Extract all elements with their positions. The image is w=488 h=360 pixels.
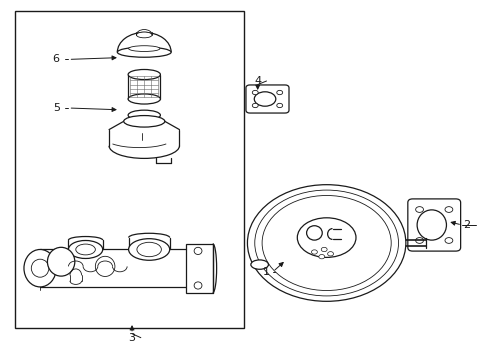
Text: 5: 5 <box>53 103 60 113</box>
Ellipse shape <box>415 238 423 243</box>
Ellipse shape <box>311 250 317 254</box>
Ellipse shape <box>128 110 160 120</box>
Ellipse shape <box>31 259 49 277</box>
Ellipse shape <box>247 185 405 301</box>
Ellipse shape <box>276 90 282 95</box>
Ellipse shape <box>76 244 95 255</box>
FancyBboxPatch shape <box>245 85 288 113</box>
Ellipse shape <box>47 247 75 276</box>
Ellipse shape <box>128 239 169 260</box>
FancyBboxPatch shape <box>407 199 460 251</box>
Text: 4: 4 <box>254 76 261 86</box>
Ellipse shape <box>250 260 268 269</box>
Ellipse shape <box>444 207 452 212</box>
Ellipse shape <box>252 90 258 95</box>
Bar <box>185 244 212 293</box>
Ellipse shape <box>194 247 202 255</box>
Ellipse shape <box>137 242 161 257</box>
Ellipse shape <box>128 94 160 104</box>
Ellipse shape <box>321 247 326 252</box>
Ellipse shape <box>123 116 164 127</box>
Ellipse shape <box>128 69 160 80</box>
Ellipse shape <box>276 103 282 108</box>
Ellipse shape <box>252 103 258 108</box>
Ellipse shape <box>117 47 171 57</box>
Ellipse shape <box>297 218 355 257</box>
Ellipse shape <box>68 240 102 258</box>
Ellipse shape <box>306 226 322 240</box>
Ellipse shape <box>416 210 446 240</box>
Text: 1: 1 <box>263 267 269 277</box>
Ellipse shape <box>318 255 324 259</box>
Bar <box>15 11 244 328</box>
Ellipse shape <box>128 46 160 51</box>
Ellipse shape <box>262 195 390 291</box>
Ellipse shape <box>254 190 398 296</box>
Text: 3: 3 <box>128 333 135 343</box>
Ellipse shape <box>415 207 423 212</box>
Ellipse shape <box>327 252 333 256</box>
Text: 6: 6 <box>53 54 60 64</box>
Ellipse shape <box>136 32 152 38</box>
Ellipse shape <box>254 92 275 106</box>
Ellipse shape <box>95 256 115 276</box>
Text: 2: 2 <box>463 220 469 230</box>
Ellipse shape <box>444 238 452 243</box>
Ellipse shape <box>194 282 202 289</box>
Ellipse shape <box>24 249 56 287</box>
